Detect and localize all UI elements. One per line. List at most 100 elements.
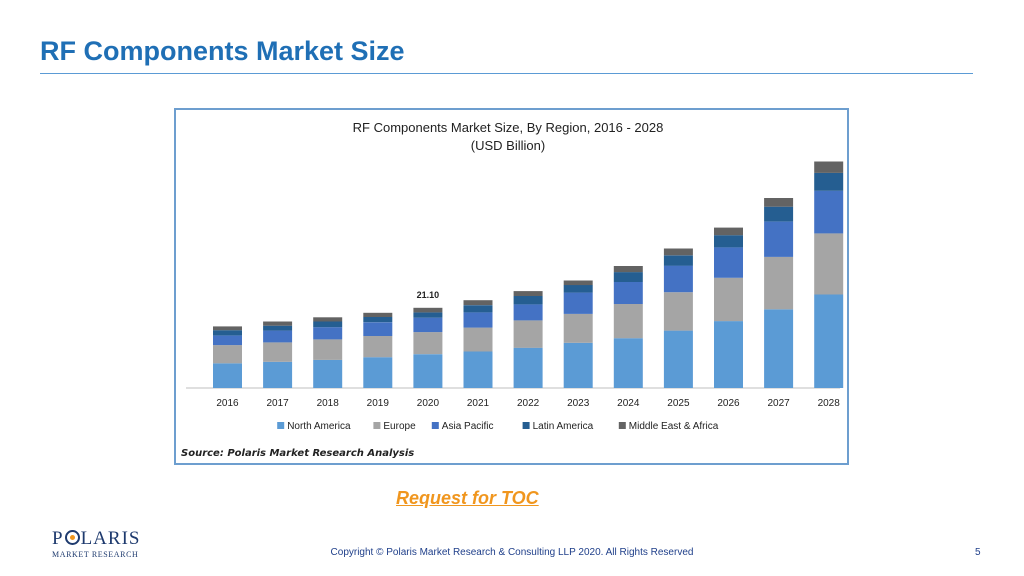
bar-segment	[213, 330, 242, 336]
bar-segment	[714, 321, 743, 388]
bar-segment	[363, 316, 393, 323]
x-tick-label: 2019	[367, 398, 390, 409]
bar-segment	[313, 339, 343, 360]
bar-segment	[263, 342, 293, 362]
legend-label: Middle East & Africa	[629, 421, 719, 432]
bar-segment	[263, 325, 293, 331]
bar-segment	[613, 272, 643, 282]
bar-segment	[814, 190, 844, 234]
bar-segment	[814, 161, 844, 173]
logo-o-icon	[64, 530, 80, 545]
x-tick-label: 2017	[266, 398, 289, 409]
x-tick-labels: 2016 2017 2018 2019 2020 2021 2022 2023 2024 2025…	[216, 398, 840, 409]
logo-subtitle: MARKET RESEARCH	[52, 550, 139, 559]
bar-segment	[613, 266, 643, 273]
bar-segment	[413, 332, 443, 355]
bar-segment	[663, 292, 693, 331]
bar-segment	[363, 335, 393, 358]
x-tick-label: 2024	[617, 398, 640, 409]
x-tick-label: 2027	[767, 398, 790, 409]
bar-segment	[663, 265, 693, 293]
x-tick-label: 2023	[567, 398, 590, 409]
bar-segment	[463, 300, 493, 306]
legend-swatch	[373, 422, 381, 429]
x-tick-label: 2028	[818, 398, 841, 409]
bar-segment	[213, 335, 242, 346]
bar-segment	[213, 363, 242, 388]
bar-segment	[313, 321, 343, 328]
legend-label: Europe	[383, 421, 416, 432]
legend-swatch	[522, 422, 530, 429]
chart-subtitle: (USD Billion)	[471, 138, 545, 153]
x-tick-label: 2016	[216, 398, 239, 409]
bar-segment	[663, 330, 693, 388]
bar-segment	[814, 172, 844, 191]
page-number: 5	[975, 547, 981, 558]
bars-group: 21.10	[213, 161, 844, 388]
bar-segment	[563, 285, 593, 293]
bar-segment	[513, 304, 543, 321]
bar-segment	[563, 342, 593, 388]
bar-segment	[213, 345, 242, 364]
bar-segment	[663, 248, 693, 256]
bar-segment	[764, 309, 794, 388]
logo-wordmark: P LARIS	[52, 528, 141, 549]
legend-label: Asia Pacific	[442, 421, 494, 432]
bar-segment	[513, 296, 543, 305]
bar-segment	[363, 357, 393, 388]
x-tick-label: 2020	[417, 398, 440, 409]
x-tick-label: 2026	[717, 398, 740, 409]
x-tick-label: 2021	[467, 398, 490, 409]
x-tick-label: 2025	[667, 398, 690, 409]
bar-segment	[413, 307, 443, 313]
x-tick-label: 2018	[317, 398, 340, 409]
bar-segment	[313, 327, 343, 340]
bar-segment	[613, 338, 643, 388]
bar-segment	[764, 206, 794, 222]
bar-segment	[463, 305, 493, 313]
bar-segment	[513, 320, 543, 348]
legend-label: Latin America	[533, 421, 594, 432]
copyright-text: Copyright © Polaris Market Research & Co…	[330, 547, 694, 558]
legend-swatch	[277, 422, 285, 429]
legend-label: North America	[287, 421, 351, 432]
bar-segment	[613, 304, 643, 339]
bar-segment	[513, 291, 543, 296]
bar-segment	[413, 354, 443, 388]
legend-swatch	[431, 422, 439, 429]
bar-segment	[463, 312, 493, 328]
stacked-bar-chart: RF Components Market Size, By Region, 20…	[186, 120, 844, 432]
bar-segment	[764, 221, 794, 257]
bar-segment	[714, 277, 743, 322]
bar-segment	[714, 235, 743, 248]
data-label: 21.10	[417, 290, 440, 300]
bar-segment	[764, 198, 794, 207]
bar-segment	[814, 294, 844, 388]
bar-segment	[563, 280, 593, 286]
chart-title: RF Components Market Size, By Region, 20…	[353, 120, 664, 135]
bar-segment	[363, 312, 393, 317]
polaris-logo: P LARIS MARKET RESEARCH	[50, 528, 139, 562]
bar-segment	[263, 330, 293, 343]
bar-segment	[413, 317, 443, 333]
bar-segment	[463, 327, 493, 352]
bar-segment	[263, 361, 293, 388]
bar-segment	[313, 359, 343, 388]
legend-swatch	[618, 422, 626, 429]
bar-segment	[213, 326, 242, 331]
bar-segment	[313, 317, 343, 322]
source-note: Source: Polaris Market Research Analysis	[181, 448, 415, 459]
bar-segment	[613, 282, 643, 304]
bar-segment	[363, 322, 393, 336]
slide-title: RF Components Market Size	[40, 36, 405, 66]
title-divider	[40, 73, 973, 74]
request-toc-link[interactable]: Request for TOC	[396, 488, 539, 508]
legend: North America Europe Asia Pacific Latin Ame…	[277, 421, 719, 432]
bar-segment	[263, 321, 293, 326]
bar-segment	[764, 256, 794, 310]
bar-segment	[814, 233, 844, 295]
chart-frame: RF Components Market Size, By Region, 20…	[174, 108, 849, 465]
bar-segment	[563, 313, 593, 343]
bar-segment	[714, 247, 743, 278]
bar-segment	[663, 255, 693, 266]
